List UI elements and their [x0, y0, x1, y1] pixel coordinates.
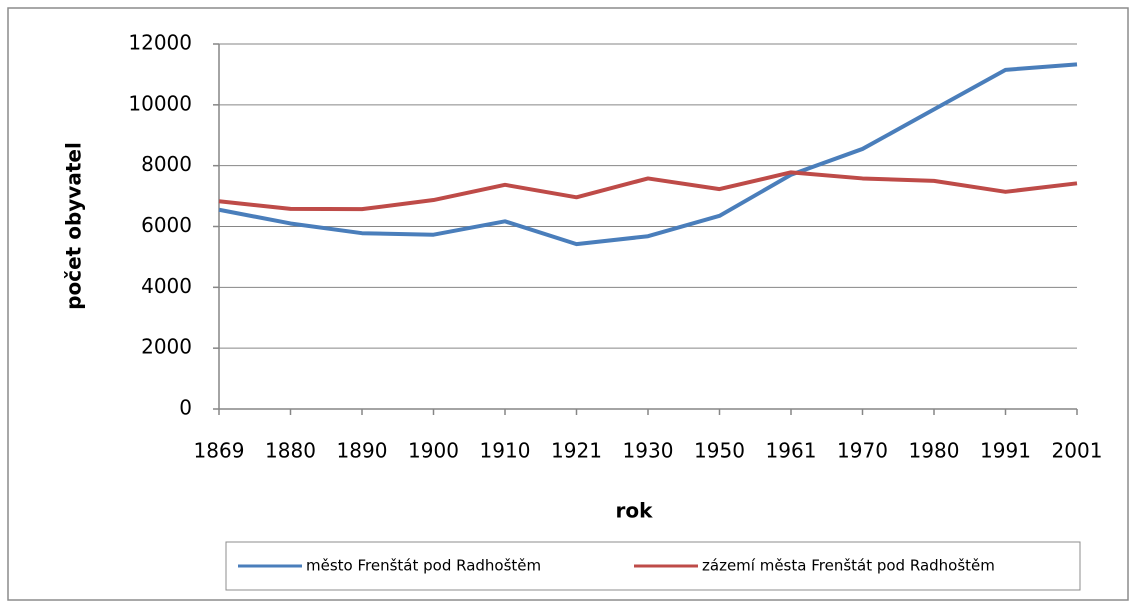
x-tick-label: 1910 [480, 439, 531, 463]
y-tick-label: 4000 [141, 274, 192, 298]
x-tick-label: 1980 [909, 439, 960, 463]
y-tick-label: 12000 [128, 31, 192, 55]
x-tick-label: 1950 [694, 439, 745, 463]
y-tick-label: 10000 [128, 91, 192, 115]
y-tick-label: 6000 [141, 213, 192, 237]
x-tick-label: 1991 [980, 439, 1031, 463]
y-tick-label: 2000 [141, 335, 192, 359]
x-tick-label: 1869 [194, 439, 245, 463]
x-tick-label: 2001 [1052, 439, 1103, 463]
series-line [218, 170, 1078, 212]
x-tick-label: 1970 [837, 439, 888, 463]
series-line [218, 62, 1078, 247]
x-tick-label: 1890 [337, 439, 388, 463]
legend-label: zázemí města Frenštát pod Radhoštěm [702, 557, 995, 575]
x-tick-label: 1961 [766, 439, 817, 463]
legend-label: město Frenštát pod Radhoštěm [306, 557, 541, 575]
y-tick-label: 8000 [141, 152, 192, 176]
x-tick-label: 1921 [551, 439, 602, 463]
x-tick-label: 1930 [623, 439, 674, 463]
x-tick-label: 1900 [408, 439, 459, 463]
y-axis-title: počet obyvatel [62, 142, 86, 310]
x-tick-label: 1880 [265, 439, 316, 463]
y-tick-label: 0 [179, 396, 192, 420]
x-axis-title: rok [616, 499, 654, 523]
